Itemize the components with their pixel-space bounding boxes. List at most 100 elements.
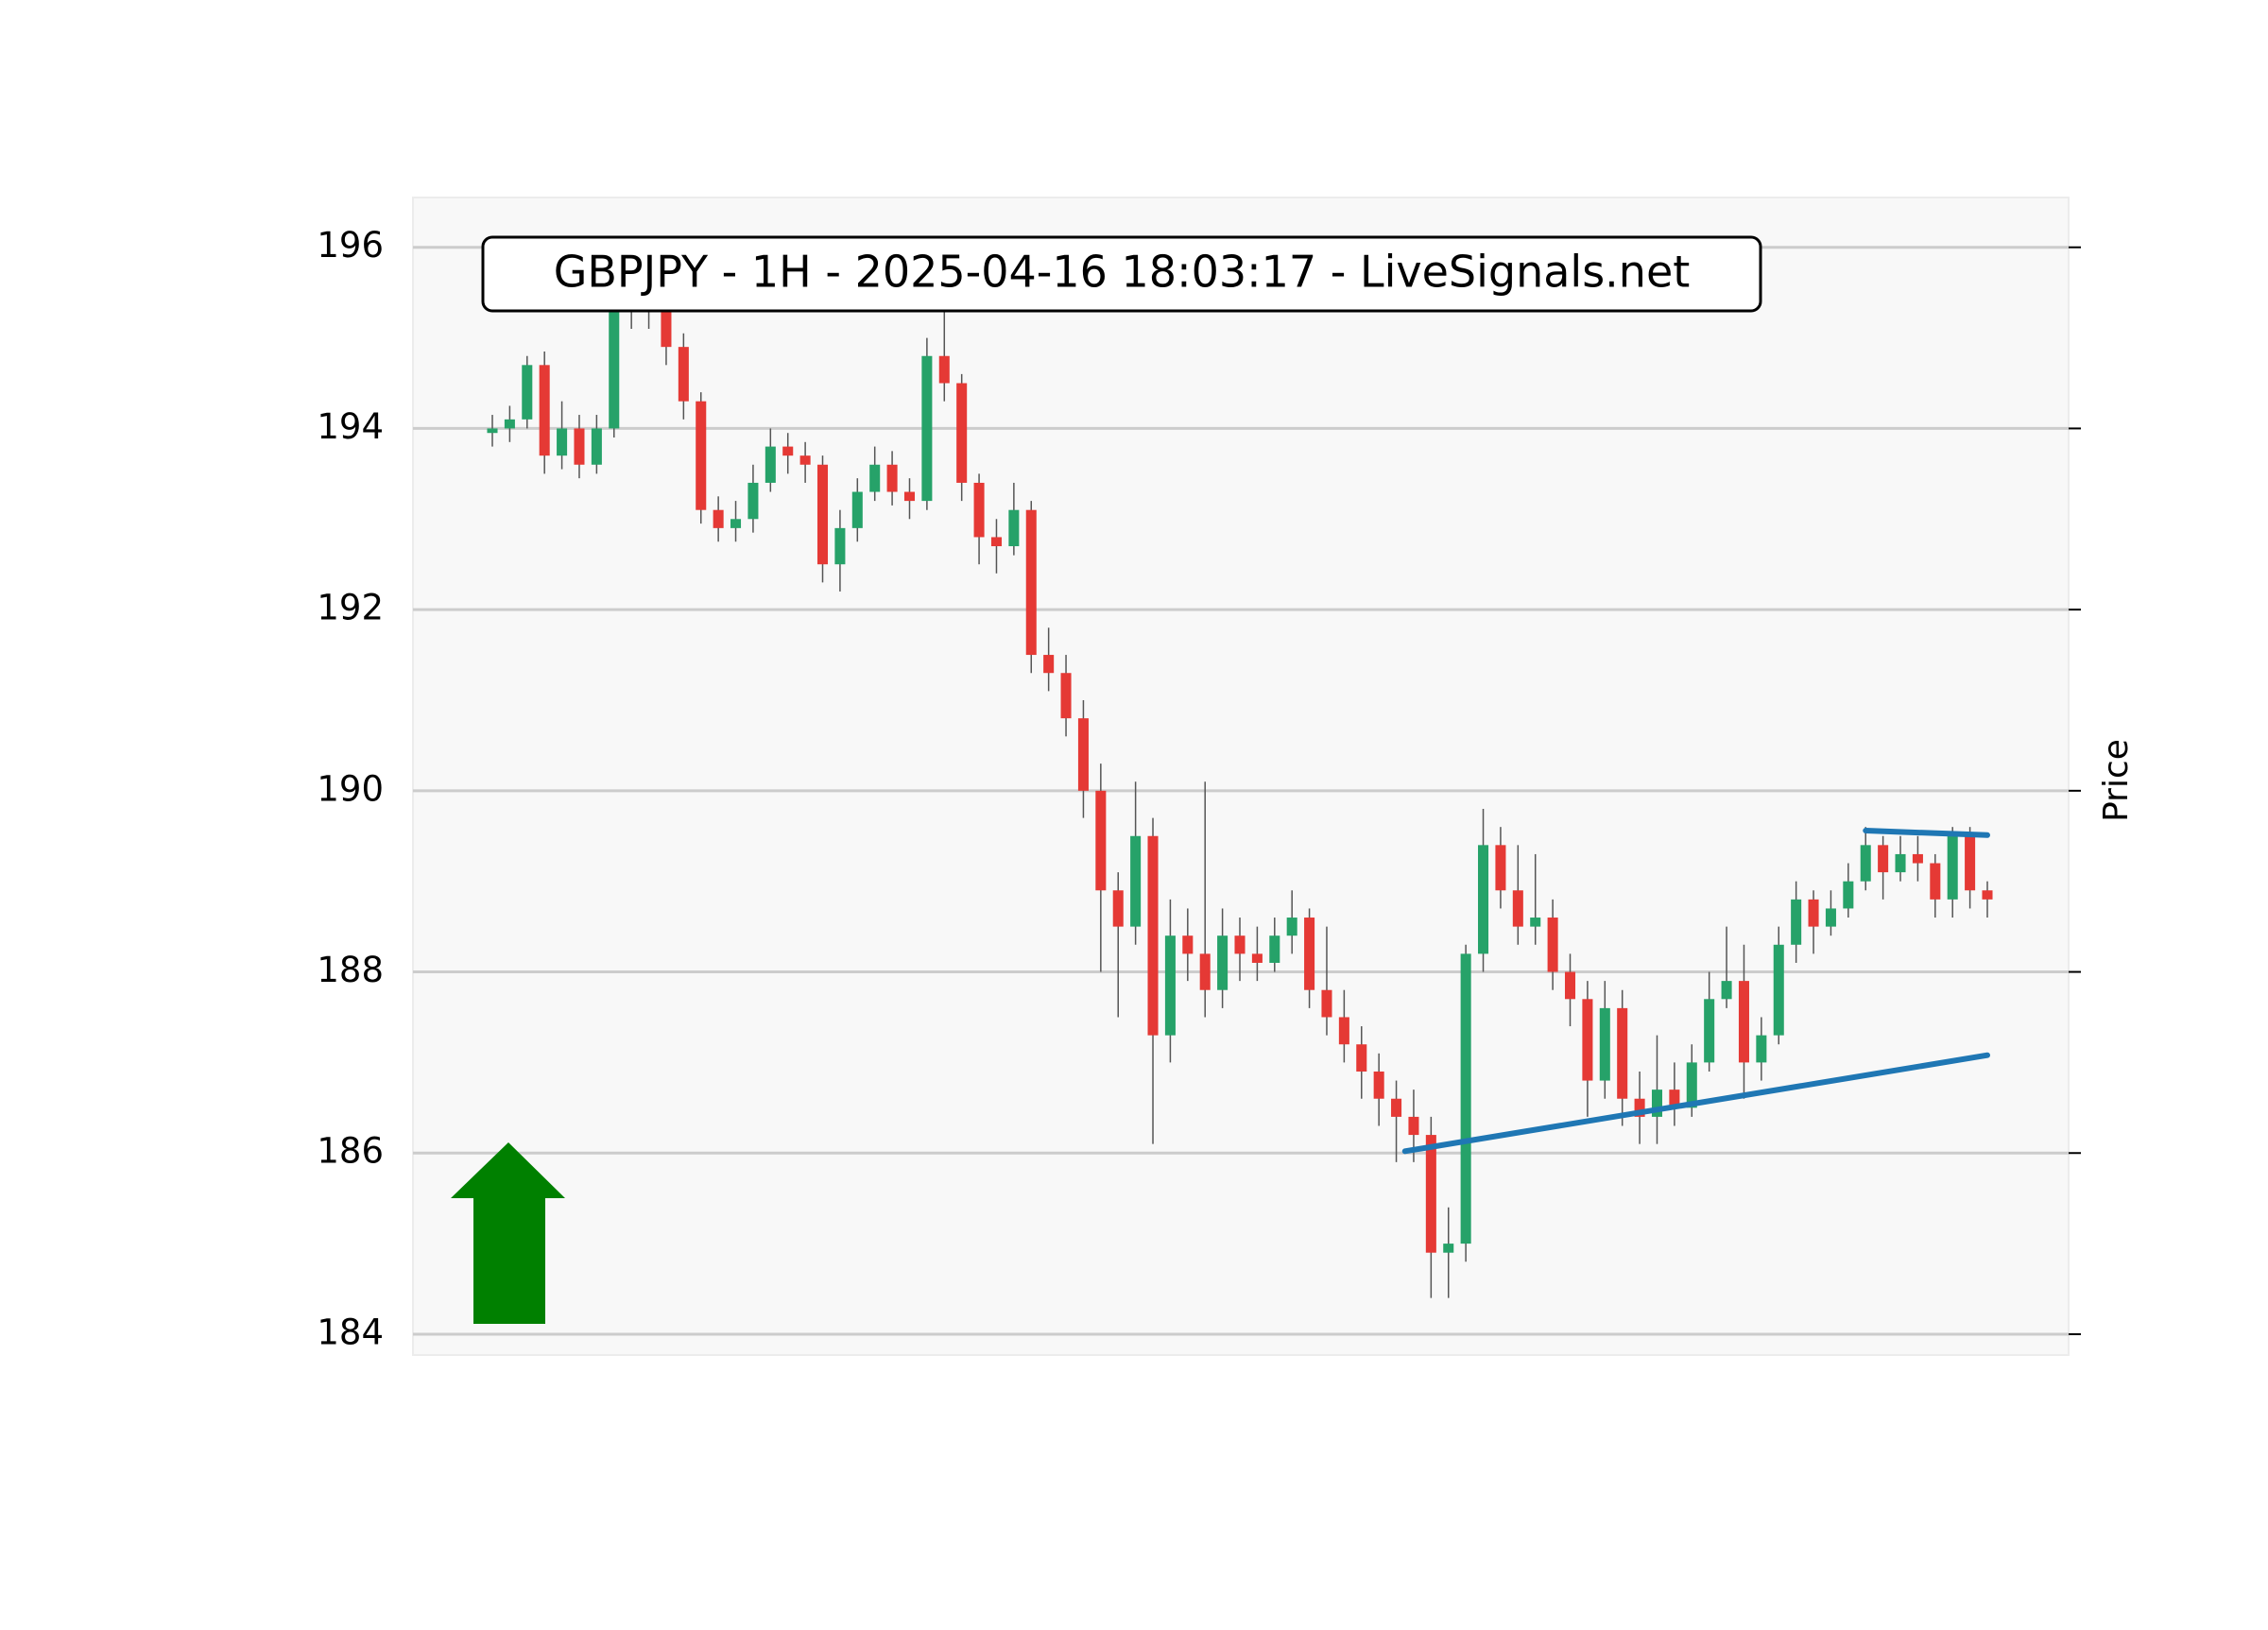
candle-body (591, 428, 602, 465)
candle-body (834, 527, 846, 565)
candle-body (747, 482, 759, 520)
y-tick-label: 190 (317, 768, 384, 809)
candle-body (1843, 881, 1854, 909)
candle-body (886, 464, 898, 492)
candle-body (782, 446, 794, 456)
candle-body (1321, 989, 1332, 1018)
trendline (1863, 828, 1990, 838)
y-tick-label: 186 (317, 1131, 384, 1172)
candle-body (661, 310, 672, 348)
candle-body (1356, 1044, 1367, 1072)
candle-body (1199, 953, 1211, 990)
candle-body (504, 419, 515, 429)
candle-body (487, 428, 498, 434)
candle-body (696, 401, 707, 510)
candle-body (1634, 1098, 1645, 1117)
candle-body (1043, 655, 1055, 674)
candle-body (1825, 908, 1836, 927)
candle-body (816, 464, 829, 565)
candle-body (1965, 835, 1976, 891)
candle-body (1338, 1017, 1349, 1045)
y-tick-label: 194 (317, 406, 384, 447)
candle-body (990, 537, 1002, 547)
candle-body (1860, 845, 1871, 882)
candle-body (713, 509, 724, 528)
candle-body (1617, 1007, 1628, 1099)
candle-body (1217, 935, 1228, 990)
candle-body (1547, 918, 1558, 972)
candle-body (557, 428, 568, 456)
candle-body (678, 347, 689, 402)
candle-body (1669, 1090, 1680, 1108)
candle-body (1947, 835, 1958, 900)
candle-body (1651, 1090, 1663, 1117)
candle-body (1025, 509, 1037, 656)
candle-body (1808, 899, 1819, 927)
candle-body (1791, 899, 1802, 945)
candle-body (574, 428, 585, 465)
candle-body (765, 446, 776, 483)
candle-body (1930, 863, 1941, 900)
plot-area (412, 197, 2070, 1356)
candle-body (851, 491, 863, 528)
candle-body (1147, 835, 1159, 1036)
candle-body (956, 383, 968, 483)
candle-body (539, 365, 550, 456)
candle-body (1530, 918, 1541, 927)
chart-title: GBPJPY - 1H - 2025-04-16 18:03:17 - Live… (554, 247, 1691, 298)
candle-body (903, 491, 916, 502)
candle-body (973, 482, 985, 538)
candle-body (1443, 1244, 1454, 1253)
candle-body (730, 519, 742, 528)
candle-body (1408, 1116, 1419, 1136)
candle-body (1286, 918, 1297, 936)
candle-body (1878, 845, 1889, 873)
candle-body (938, 355, 950, 384)
candle-body (799, 455, 811, 465)
candle-body (1130, 835, 1142, 927)
candle-body (1077, 718, 1089, 791)
candle-body (1756, 1035, 1767, 1063)
candle-body (1512, 890, 1523, 927)
candle-body (1060, 673, 1072, 719)
candle-body (869, 464, 881, 492)
candle-body (1112, 890, 1124, 927)
candle-body (1912, 853, 1923, 864)
candle-body (1373, 1071, 1384, 1099)
signal-arrow (451, 1142, 565, 1324)
candle-body (1773, 944, 1784, 1036)
candle-body (1234, 935, 1246, 954)
candle-body (1599, 1007, 1610, 1081)
candle-body (1582, 999, 1593, 1081)
candle-body (1164, 935, 1176, 1036)
candle-body (1391, 1098, 1402, 1117)
title-box (481, 235, 1762, 313)
candle-body (1564, 971, 1576, 1000)
candle-body (609, 310, 620, 429)
candle-body (1721, 981, 1732, 1000)
candle-body (1095, 790, 1107, 891)
candle-body (1008, 509, 1020, 547)
y-axis-label: Price (2097, 739, 2136, 822)
candle-body (1495, 845, 1506, 891)
candle-body (1425, 1135, 1436, 1253)
candle-body (1460, 953, 1471, 1244)
y-tick-label: 196 (317, 225, 384, 266)
candle-body (1182, 935, 1194, 954)
candle-body (1982, 890, 1993, 900)
candle-body (1478, 845, 1489, 954)
candle-body (1738, 981, 1749, 1063)
candle-body (921, 355, 933, 502)
candle-body (1704, 999, 1715, 1063)
trendline (1401, 1052, 1990, 1155)
candle-body (1304, 918, 1315, 990)
candle-body (1895, 853, 1906, 873)
candle-body (1686, 1062, 1697, 1108)
candle-body (1251, 953, 1263, 963)
y-tick-label: 188 (317, 950, 384, 990)
y-tick-label: 184 (317, 1312, 384, 1352)
candle-body (1269, 935, 1280, 963)
candle-body (522, 365, 533, 420)
y-tick-label: 192 (317, 588, 384, 628)
